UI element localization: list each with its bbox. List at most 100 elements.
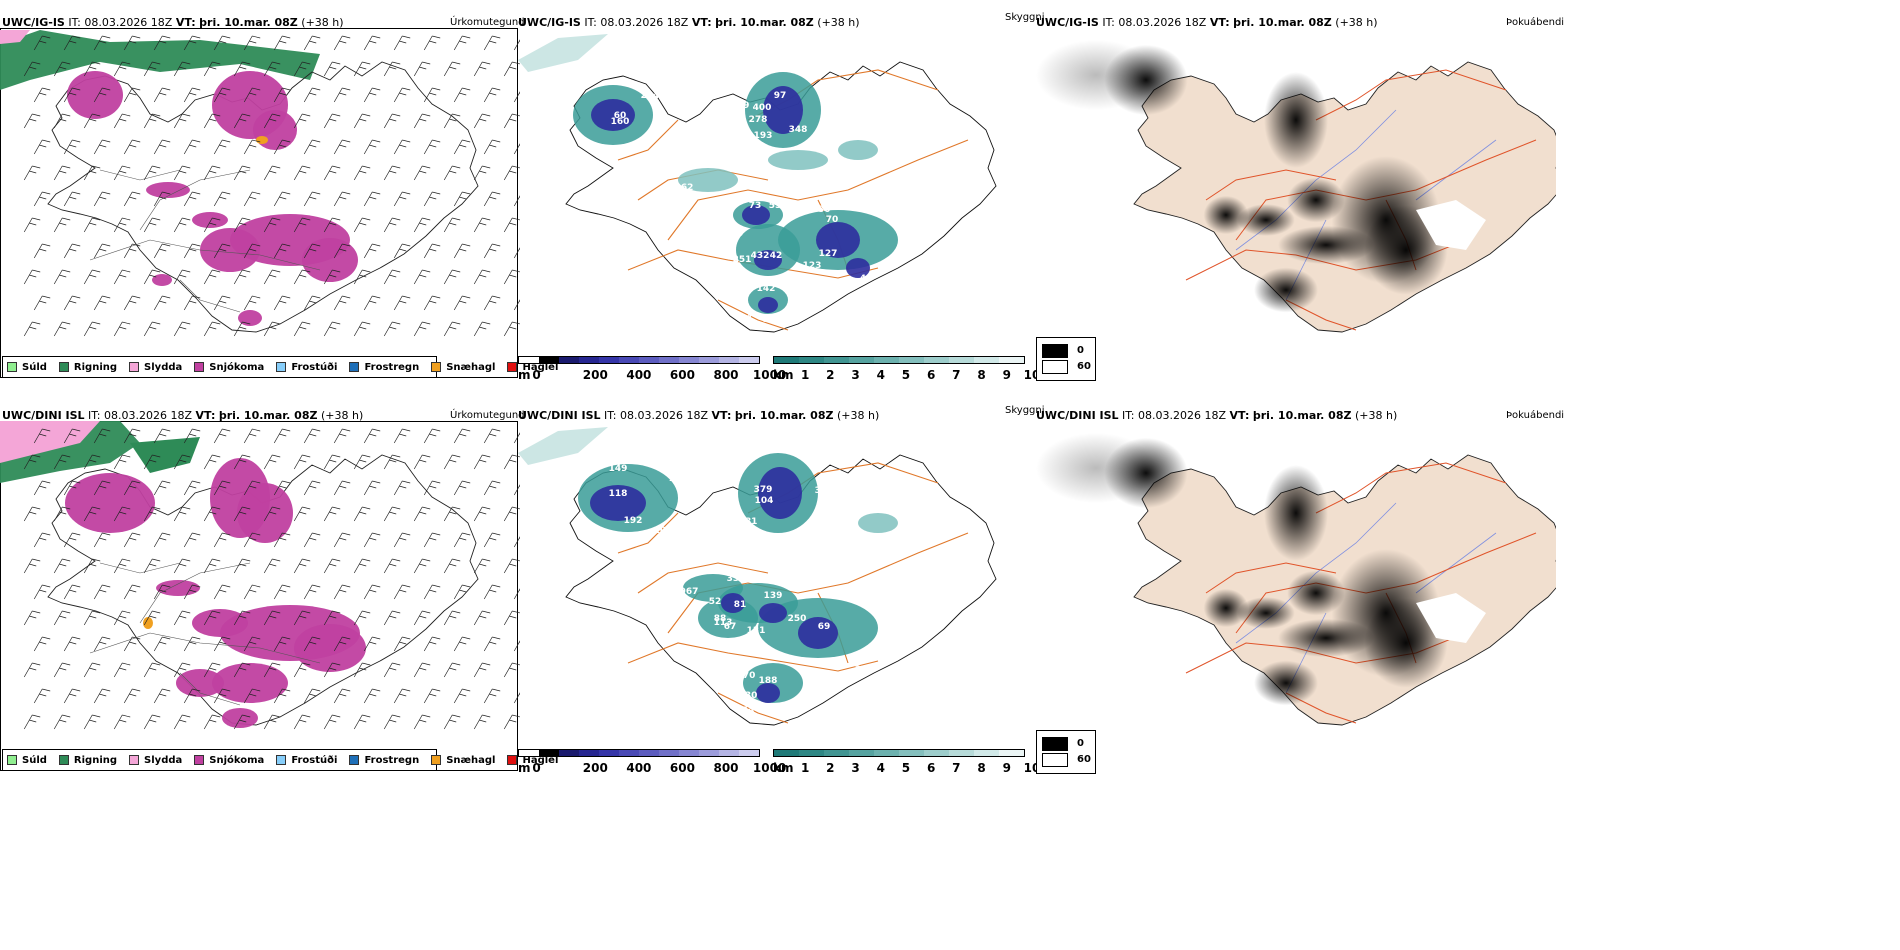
colorbar-cell <box>699 357 719 363</box>
colorbar-cell <box>799 357 824 363</box>
legend-swatch <box>349 755 360 765</box>
ceiling-label: 94 <box>740 313 753 323</box>
colorbar-tick: 0 <box>532 368 541 382</box>
ceiling-label: 93 <box>713 218 726 228</box>
colorbar-tick: 4 <box>876 368 885 382</box>
colorbar-cell <box>924 357 949 363</box>
colorbar-tick: 1 <box>800 368 810 382</box>
snow-area <box>200 228 260 272</box>
colorbar-cell <box>899 750 924 756</box>
low-visibility-area <box>858 513 898 533</box>
low-ceiling-area <box>591 99 635 131</box>
colorbar-tick: 1000 <box>752 761 787 775</box>
ceiling-label: 48 <box>860 274 873 284</box>
ceiling-label: 278 <box>749 115 768 125</box>
ceiling-label: 192 <box>624 516 643 526</box>
legend-item: Snjókoma <box>194 362 264 373</box>
panel-title: UWC/DINI ISL IT: 08.03.2026 18Z VT: þri.… <box>2 409 364 422</box>
fog-low-swatch <box>1042 360 1068 374</box>
fog-high-swatch <box>1042 737 1068 751</box>
snow-area <box>65 473 155 533</box>
low-ceiling-area <box>798 617 838 649</box>
road-network <box>89 562 321 706</box>
colorbar-tick: 8 <box>977 368 986 382</box>
legend-item: Frostregn <box>349 362 419 373</box>
sleet-area <box>0 421 100 463</box>
legend-swatch <box>507 755 518 765</box>
colorbar-tick: 5 <box>901 368 911 382</box>
snow-area <box>146 182 190 198</box>
legend-swatch <box>349 362 360 372</box>
colorbar-cells <box>518 749 760 757</box>
colorbar-tick: 1 <box>800 761 810 775</box>
ice-pellets-area <box>256 136 268 144</box>
fog-high-swatch <box>1042 344 1068 358</box>
colorbar-tick: 3 <box>851 761 860 775</box>
legend-swatch <box>7 362 17 372</box>
precip-type-legend: Súld Rigning Slydda Snjókoma Frostúði Frostre… <box>2 749 558 771</box>
fog-low-label: 60 <box>1077 754 1091 765</box>
ceiling-label: 358 <box>717 530 736 540</box>
legend-label: Snæhagl <box>446 361 496 373</box>
low-ceiling-area <box>756 683 780 703</box>
ceiling-label: 344 <box>584 58 603 68</box>
ceiling-label: 65 <box>692 225 705 235</box>
precip-type-map <box>0 30 520 337</box>
ceiling-label: 169 <box>629 71 648 81</box>
colorbar-tick: 9 <box>1002 761 1011 775</box>
ceiling-label: 120 <box>717 99 736 109</box>
low-ceiling-area <box>758 297 778 313</box>
low-visibility-area <box>518 34 608 72</box>
fog-field <box>1203 588 1249 628</box>
low-visibility-area <box>768 150 828 170</box>
legend-label: Slydda <box>144 361 183 373</box>
legend-label: Haglél <box>522 754 559 766</box>
colorbar-tick: 4 <box>876 761 885 775</box>
colorbar-tick: 200 <box>582 368 608 382</box>
legend-swatch <box>7 755 17 765</box>
ceiling-label: 52 <box>709 597 722 607</box>
colorbar-cell <box>874 750 899 756</box>
ceiling-label: 54 <box>742 706 755 716</box>
fog-field <box>1287 177 1345 223</box>
colorbar-tick: 1000 <box>752 368 787 382</box>
snow-area <box>152 274 172 286</box>
colorbar-cell <box>699 750 719 756</box>
fog-field <box>1237 204 1295 236</box>
colorbar-tick: 400 <box>626 368 652 382</box>
ceiling-label: 42 <box>770 251 783 261</box>
colorbar-cell <box>739 750 759 756</box>
ceiling-label: 353 <box>815 517 834 527</box>
ceiling-label: 130 <box>739 691 758 701</box>
legend-label: Súld <box>22 754 47 766</box>
fog-field <box>1278 618 1374 658</box>
colorbar-cell <box>679 357 699 363</box>
colorbar-tick: 5 <box>901 761 911 775</box>
colorbar-cell <box>599 750 619 756</box>
colorbar-cell <box>659 750 679 756</box>
colorbar-cell <box>974 750 999 756</box>
ceiling-label: 37 <box>855 665 868 675</box>
colorbar-cell <box>719 357 739 363</box>
colorbar-tick: 7 <box>952 368 961 382</box>
colorbar-tick: 2 <box>826 368 835 382</box>
colorbar-cell <box>874 357 899 363</box>
legend-label: Súld <box>22 361 47 373</box>
colorbar-cell <box>999 357 1024 363</box>
ceiling-label: 67 <box>724 622 737 632</box>
legend-swatch <box>58 755 69 765</box>
legend-swatch <box>129 755 140 765</box>
colorbar-unit: m <box>518 761 531 775</box>
colorbar-cells <box>773 749 1025 757</box>
legend-swatch <box>194 362 205 372</box>
legend-swatch <box>431 362 442 372</box>
wind-barbs <box>23 428 520 730</box>
ceiling-label: 113 <box>714 618 733 628</box>
colorbar-tick: 200 <box>582 761 608 775</box>
legend-label: Snjókoma <box>209 361 265 373</box>
low-ceiling-area <box>754 250 782 270</box>
fog-legend: 0 60 <box>1036 337 1096 381</box>
panel-name: Þokuábendi <box>1506 17 1565 28</box>
panel-name: Skyggni <box>1005 12 1045 23</box>
colorbar-cell <box>539 750 559 756</box>
